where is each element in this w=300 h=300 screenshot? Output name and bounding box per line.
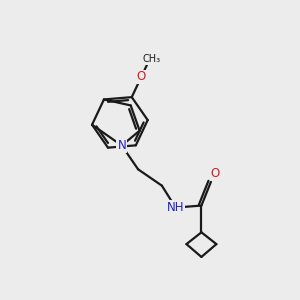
Text: CH₃: CH₃ — [143, 55, 161, 64]
Text: O: O — [136, 70, 146, 83]
Text: N: N — [117, 139, 126, 152]
Text: NH: NH — [167, 201, 184, 214]
Text: O: O — [211, 167, 220, 180]
